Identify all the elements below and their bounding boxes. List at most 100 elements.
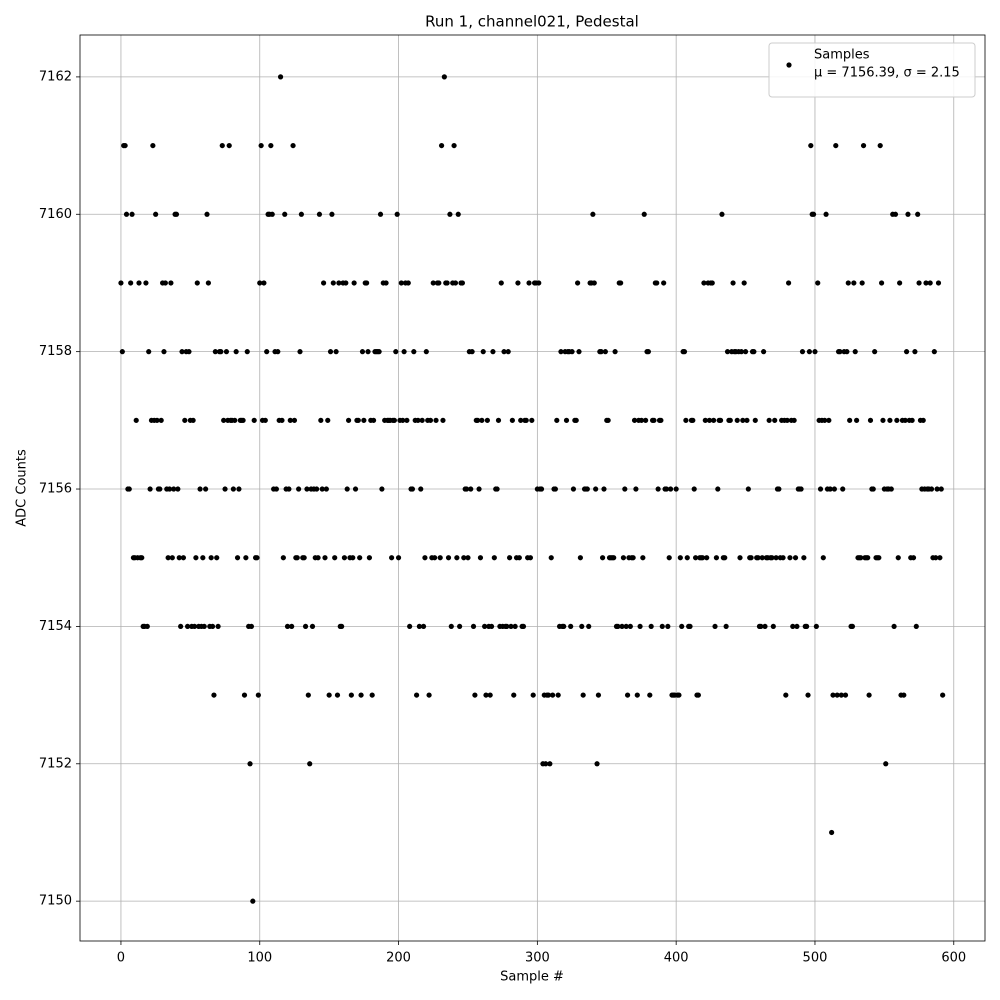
point xyxy=(262,417,268,423)
point xyxy=(201,623,207,630)
point xyxy=(122,142,128,149)
y-tick-label: 7160 xyxy=(39,207,72,222)
point xyxy=(555,692,561,698)
point xyxy=(118,280,124,286)
point xyxy=(790,623,796,630)
point xyxy=(430,280,436,286)
point xyxy=(576,349,582,355)
point xyxy=(529,417,535,423)
point xyxy=(191,623,198,630)
point xyxy=(801,555,807,561)
point xyxy=(734,417,740,423)
point xyxy=(905,211,911,217)
point xyxy=(880,417,886,423)
point xyxy=(325,417,331,423)
point xyxy=(330,280,336,286)
point xyxy=(232,417,238,423)
legend-box xyxy=(768,42,976,98)
point xyxy=(538,486,545,492)
point xyxy=(595,692,602,698)
point xyxy=(663,486,670,492)
point xyxy=(527,555,534,561)
point xyxy=(413,692,420,698)
point xyxy=(570,486,577,492)
point xyxy=(744,417,750,423)
point xyxy=(280,555,286,561)
point xyxy=(611,555,617,561)
point xyxy=(934,486,940,492)
point xyxy=(895,555,901,561)
point xyxy=(916,280,922,286)
point xyxy=(713,555,720,561)
y-axis-label: ADC Counts xyxy=(15,449,30,527)
point xyxy=(568,623,574,630)
point xyxy=(627,623,633,630)
point xyxy=(928,486,935,492)
point xyxy=(286,486,292,492)
point xyxy=(336,280,342,286)
point xyxy=(379,486,385,492)
point xyxy=(289,623,295,630)
point xyxy=(591,280,597,286)
point xyxy=(766,417,772,423)
point xyxy=(305,692,311,698)
plot-frame xyxy=(79,34,986,942)
point xyxy=(643,417,649,423)
point xyxy=(849,623,856,630)
point xyxy=(470,623,477,630)
point xyxy=(761,349,767,355)
point xyxy=(304,486,310,492)
y-tick-label: 7150 xyxy=(39,894,72,909)
point xyxy=(860,142,867,149)
legend-stats: μ = 7156.39, σ = 2.15 xyxy=(814,66,960,81)
point xyxy=(593,486,599,492)
x-tick-label: 0 xyxy=(117,951,125,966)
point xyxy=(684,555,690,561)
point xyxy=(444,280,450,286)
point xyxy=(511,692,517,698)
point xyxy=(640,555,646,561)
point xyxy=(322,555,328,561)
point xyxy=(687,623,693,630)
point xyxy=(870,486,876,492)
point xyxy=(257,280,263,286)
point xyxy=(598,349,604,355)
point xyxy=(683,417,689,423)
x-tick-label: 200 xyxy=(386,951,411,966)
point xyxy=(129,211,135,217)
point xyxy=(822,417,828,423)
point xyxy=(273,486,280,492)
point xyxy=(695,692,701,698)
point xyxy=(654,280,660,286)
point xyxy=(638,417,645,423)
point xyxy=(937,555,943,561)
point xyxy=(491,555,497,561)
point xyxy=(391,417,397,423)
point xyxy=(361,417,367,423)
point xyxy=(758,623,764,630)
point xyxy=(184,623,191,630)
point xyxy=(123,211,130,217)
point xyxy=(586,623,592,630)
point xyxy=(745,486,751,492)
point xyxy=(409,486,416,492)
point xyxy=(494,486,500,492)
point xyxy=(910,555,917,561)
point xyxy=(321,280,327,286)
point xyxy=(715,486,721,492)
x-tick-label: 600 xyxy=(941,951,966,966)
point xyxy=(287,417,293,423)
point xyxy=(602,349,608,355)
point xyxy=(927,280,933,286)
point xyxy=(658,417,664,423)
point xyxy=(622,486,628,492)
point xyxy=(447,211,453,217)
point xyxy=(359,349,366,355)
point xyxy=(168,280,174,286)
point xyxy=(923,280,929,286)
point xyxy=(737,555,743,561)
point xyxy=(269,211,275,217)
point xyxy=(867,417,874,423)
point xyxy=(717,417,724,423)
point xyxy=(212,349,218,355)
